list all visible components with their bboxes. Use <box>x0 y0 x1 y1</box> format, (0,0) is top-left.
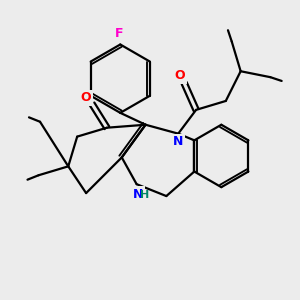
Text: H: H <box>140 190 150 200</box>
Text: O: O <box>81 92 92 104</box>
Text: O: O <box>174 69 185 82</box>
Text: N: N <box>133 188 143 201</box>
Text: F: F <box>115 27 123 40</box>
Text: N: N <box>173 136 183 148</box>
